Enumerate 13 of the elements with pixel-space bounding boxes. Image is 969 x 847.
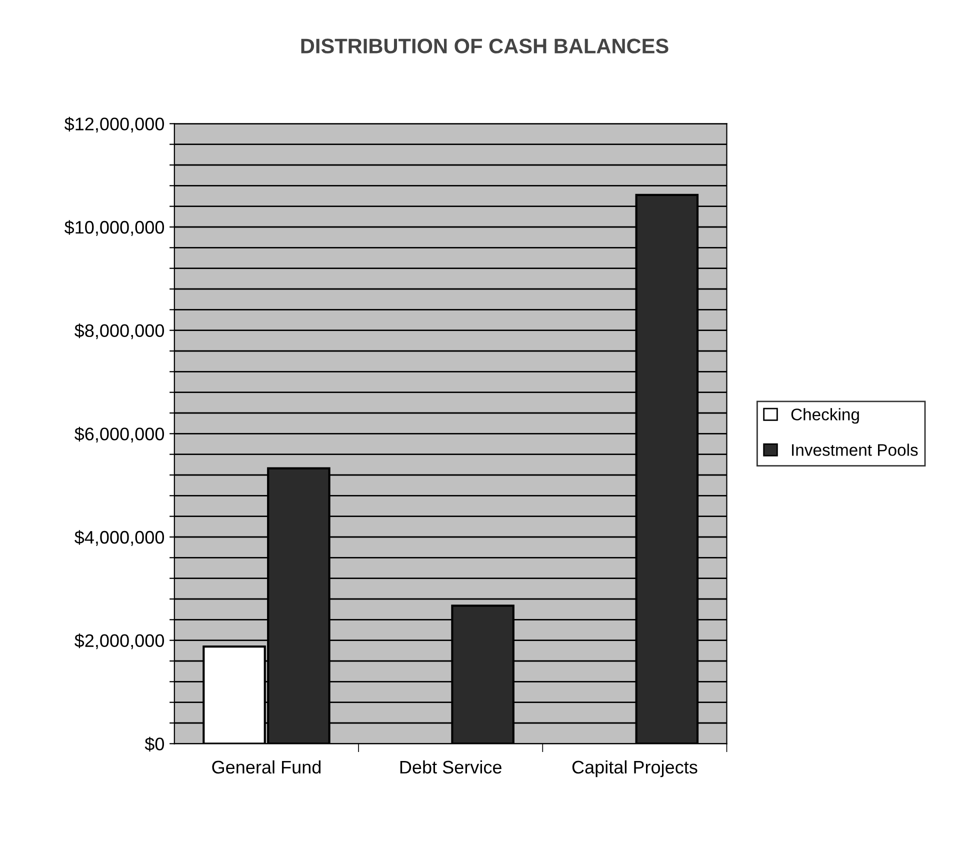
x-tick-label: General Fund bbox=[212, 760, 321, 774]
y-tick-label: $12,000,000 bbox=[64, 116, 164, 133]
x-tick-label: Capital Projects bbox=[572, 760, 698, 778]
y-tick-label: $4,000,000 bbox=[74, 530, 164, 546]
y-tick-label: $0 bbox=[144, 736, 164, 752]
y-tick-label: $2,000,000 bbox=[74, 634, 164, 650]
y-tick-label: $6,000,000 bbox=[74, 426, 164, 443]
legend-label: Investment Pools bbox=[792, 444, 918, 456]
y-tick-label: $8,000,000 bbox=[74, 324, 164, 340]
legend-label: Checking bbox=[791, 408, 859, 424]
chart-title: DISTRIBUTION OF CASH BALANCES bbox=[301, 38, 668, 54]
y-tick-label: $10,000,000 bbox=[64, 220, 164, 236]
x-tick-label: Debt Service bbox=[400, 760, 502, 774]
